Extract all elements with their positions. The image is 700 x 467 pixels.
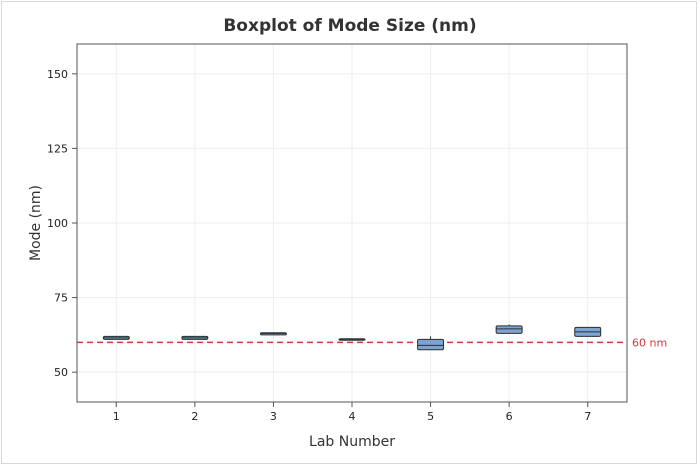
y-tick-label: 75 — [54, 292, 68, 305]
x-tick-label: 7 — [584, 410, 591, 423]
y-tick-label: 50 — [54, 366, 68, 379]
box-group-lab-2 — [181, 335, 209, 340]
box-group-lab-6 — [495, 324, 523, 334]
x-tick-label: 3 — [270, 410, 277, 423]
x-tick-label: 2 — [191, 410, 198, 423]
x-tick-label: 5 — [427, 410, 434, 423]
box-group-lab-1 — [102, 335, 130, 340]
box — [495, 325, 523, 334]
box-group-lab-5 — [417, 336, 445, 351]
x-tick-label: 4 — [349, 410, 356, 423]
box-group-lab-4 — [338, 338, 366, 341]
box-group-lab-3 — [259, 332, 287, 336]
x-axis-label: Lab Number — [309, 434, 395, 450]
x-tick-label: 6 — [506, 410, 513, 423]
tick-layer: 50 75 100 125 150 1 2 3 4 5 6 7 — [47, 68, 591, 423]
box-layer — [102, 324, 602, 351]
y-axis-label: Mode (nm) — [28, 185, 44, 261]
reference-line-group: 60 nm — [77, 336, 667, 349]
chart-title: Boxplot of Mode Size (nm) — [223, 16, 476, 36]
x-tick-label: 1 — [113, 410, 120, 423]
box-group-lab-7 — [574, 326, 602, 337]
reference-line-label: 60 nm — [632, 336, 667, 349]
y-tick-label: 150 — [47, 68, 68, 81]
y-tick-label: 125 — [47, 142, 68, 155]
box — [417, 338, 445, 351]
grid-layer — [77, 44, 627, 402]
y-tick-label: 100 — [47, 217, 68, 230]
